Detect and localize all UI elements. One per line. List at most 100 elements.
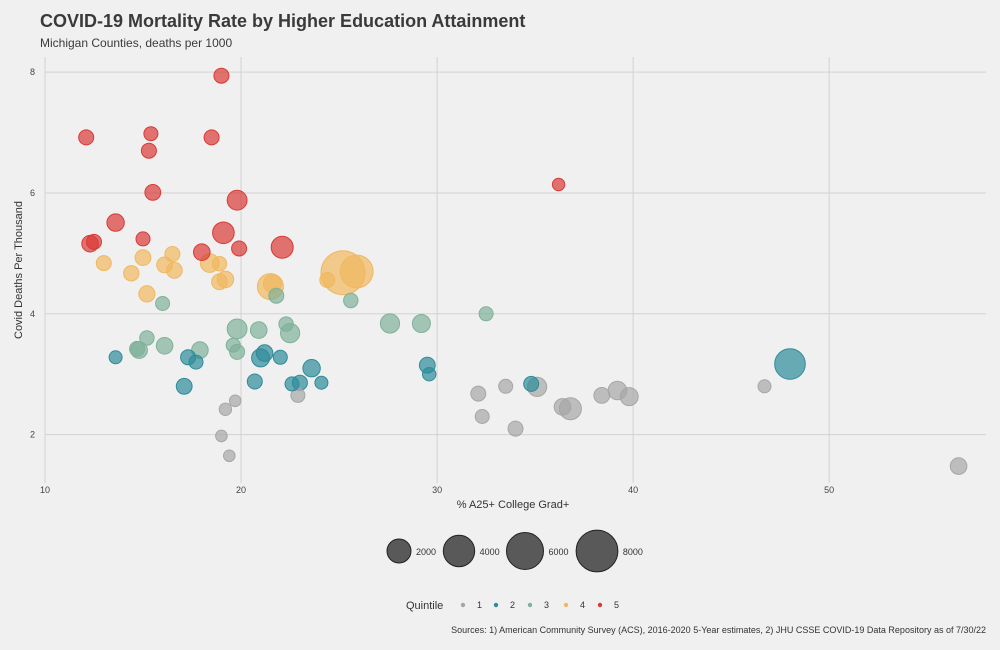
data-point-q1	[223, 449, 236, 463]
size-legend-label: 4000	[480, 547, 500, 557]
data-point-q1	[218, 402, 233, 416]
data-point-q2	[272, 349, 288, 365]
color-legend-key	[527, 602, 533, 608]
data-point-q5	[135, 231, 151, 247]
data-point-q5	[226, 189, 248, 211]
data-point-q3	[478, 306, 494, 322]
data-point-q2	[188, 354, 204, 370]
x-tick-label: 50	[824, 485, 834, 495]
data-point-q4	[95, 255, 112, 272]
data-point-q4	[211, 256, 228, 272]
data-point-q1	[507, 420, 524, 437]
data-point-q3	[379, 313, 401, 334]
data-point-q5	[140, 142, 157, 159]
data-point-q2	[523, 375, 540, 392]
data-point-q3	[129, 340, 146, 357]
data-point-q3	[225, 337, 241, 353]
data-point-q5	[106, 213, 125, 232]
data-point-q5	[203, 129, 220, 146]
data-point-q1	[215, 429, 228, 443]
data-point-q3	[343, 292, 359, 309]
data-point-q3	[155, 296, 171, 311]
data-point-q3	[226, 318, 248, 340]
data-point-q2	[108, 350, 123, 365]
size-legend: 2000 4000 6000 8000	[386, 529, 643, 573]
data-point-q5	[231, 240, 248, 257]
data-point-q1	[949, 457, 968, 475]
x-axis-label: % A25+ College Grad+	[457, 499, 570, 511]
data-point-q3	[139, 330, 155, 346]
data-point-q4	[134, 249, 152, 267]
data-point-q5	[86, 233, 102, 250]
data-points	[78, 67, 968, 475]
y-tick-label: 2	[30, 430, 35, 440]
color-legend-title: Quintile	[406, 600, 443, 612]
data-point-q1	[470, 385, 487, 402]
data-point-q5	[213, 67, 230, 84]
size-legend-circle	[506, 532, 544, 570]
data-point-q1	[474, 409, 490, 424]
data-point-q2	[302, 359, 321, 378]
data-point-q1	[228, 394, 242, 408]
data-point-q4	[319, 272, 336, 288]
data-point-q5	[193, 243, 211, 261]
size-legend-circle	[386, 538, 412, 564]
data-point-q5	[270, 235, 294, 259]
data-point-q2	[774, 348, 806, 380]
data-point-q1	[553, 398, 572, 416]
color-legend-label: 1	[477, 600, 482, 610]
x-tick-label: 40	[628, 485, 638, 495]
data-point-q1	[757, 379, 772, 394]
data-point-q2	[422, 367, 437, 382]
data-point-q2	[246, 373, 263, 390]
size-legend-circle	[442, 534, 476, 568]
chart-subtitle: Michigan Counties, deaths per 1000	[40, 36, 232, 50]
x-tick-label: 10	[40, 485, 50, 495]
y-tick-label: 4	[30, 309, 35, 319]
gridlines	[44, 57, 986, 483]
data-point-q4	[211, 273, 228, 291]
x-axis-ticks: 10 20 30 40 50	[40, 485, 834, 495]
data-point-q5	[143, 126, 159, 142]
color-legend-label: 5	[614, 600, 619, 610]
size-legend-label: 6000	[549, 547, 569, 557]
data-point-q2	[175, 377, 193, 395]
y-tick-label: 6	[30, 188, 35, 198]
x-tick-label: 20	[236, 485, 246, 495]
data-point-q3	[268, 287, 285, 304]
data-point-q3	[155, 337, 174, 355]
y-axis-ticks: 2 4 6 8	[30, 67, 35, 440]
color-legend: Quintile 1 2 3 4 5	[406, 600, 619, 612]
data-point-q1	[498, 378, 514, 394]
chart-caption: Sources: 1) American Community Survey (A…	[451, 625, 986, 635]
data-point-q3	[278, 316, 294, 332]
size-legend-circle	[575, 529, 619, 573]
data-point-q2	[314, 375, 329, 390]
color-legend-label: 3	[544, 600, 549, 610]
data-point-q3	[249, 321, 268, 339]
x-tick-label: 30	[432, 485, 442, 495]
data-point-q4	[123, 265, 140, 282]
color-legend-label: 4	[580, 600, 585, 610]
data-point-q5	[212, 221, 235, 245]
data-point-q2	[284, 376, 300, 392]
data-point-q4	[164, 246, 181, 262]
chart-title: COVID-19 Mortality Rate by Higher Educat…	[40, 11, 525, 31]
color-legend-key	[460, 602, 466, 608]
color-legend-key	[493, 602, 499, 608]
size-legend-label: 8000	[623, 547, 643, 557]
color-legend-key	[597, 602, 603, 608]
data-point-q1	[593, 387, 611, 404]
y-axis-label: Covid Deaths Per Thousand	[13, 201, 25, 339]
color-legend-label: 2	[510, 600, 515, 610]
data-point-q5	[78, 129, 95, 146]
size-legend-label: 2000	[416, 547, 436, 557]
data-point-q4	[339, 254, 374, 289]
data-point-q5	[144, 184, 162, 201]
data-point-q3	[411, 314, 431, 333]
data-point-q2	[255, 344, 274, 362]
data-point-q5	[551, 177, 566, 192]
data-point-q4	[138, 285, 156, 303]
y-tick-label: 8	[30, 67, 35, 77]
